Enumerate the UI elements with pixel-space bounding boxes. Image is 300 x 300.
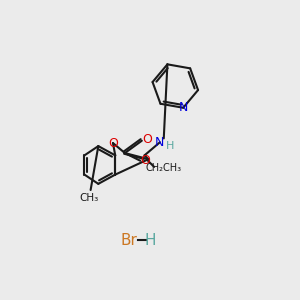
Text: N: N: [178, 101, 188, 114]
Text: H: H: [145, 232, 156, 247]
Text: CH₂CH₃: CH₂CH₃: [145, 164, 182, 173]
Text: N: N: [155, 136, 165, 149]
Text: H: H: [166, 141, 174, 151]
Text: O: O: [108, 136, 118, 149]
Text: O: O: [140, 154, 150, 167]
Text: Br: Br: [121, 232, 137, 247]
Text: O: O: [142, 133, 152, 146]
Text: CH₃: CH₃: [80, 193, 99, 203]
